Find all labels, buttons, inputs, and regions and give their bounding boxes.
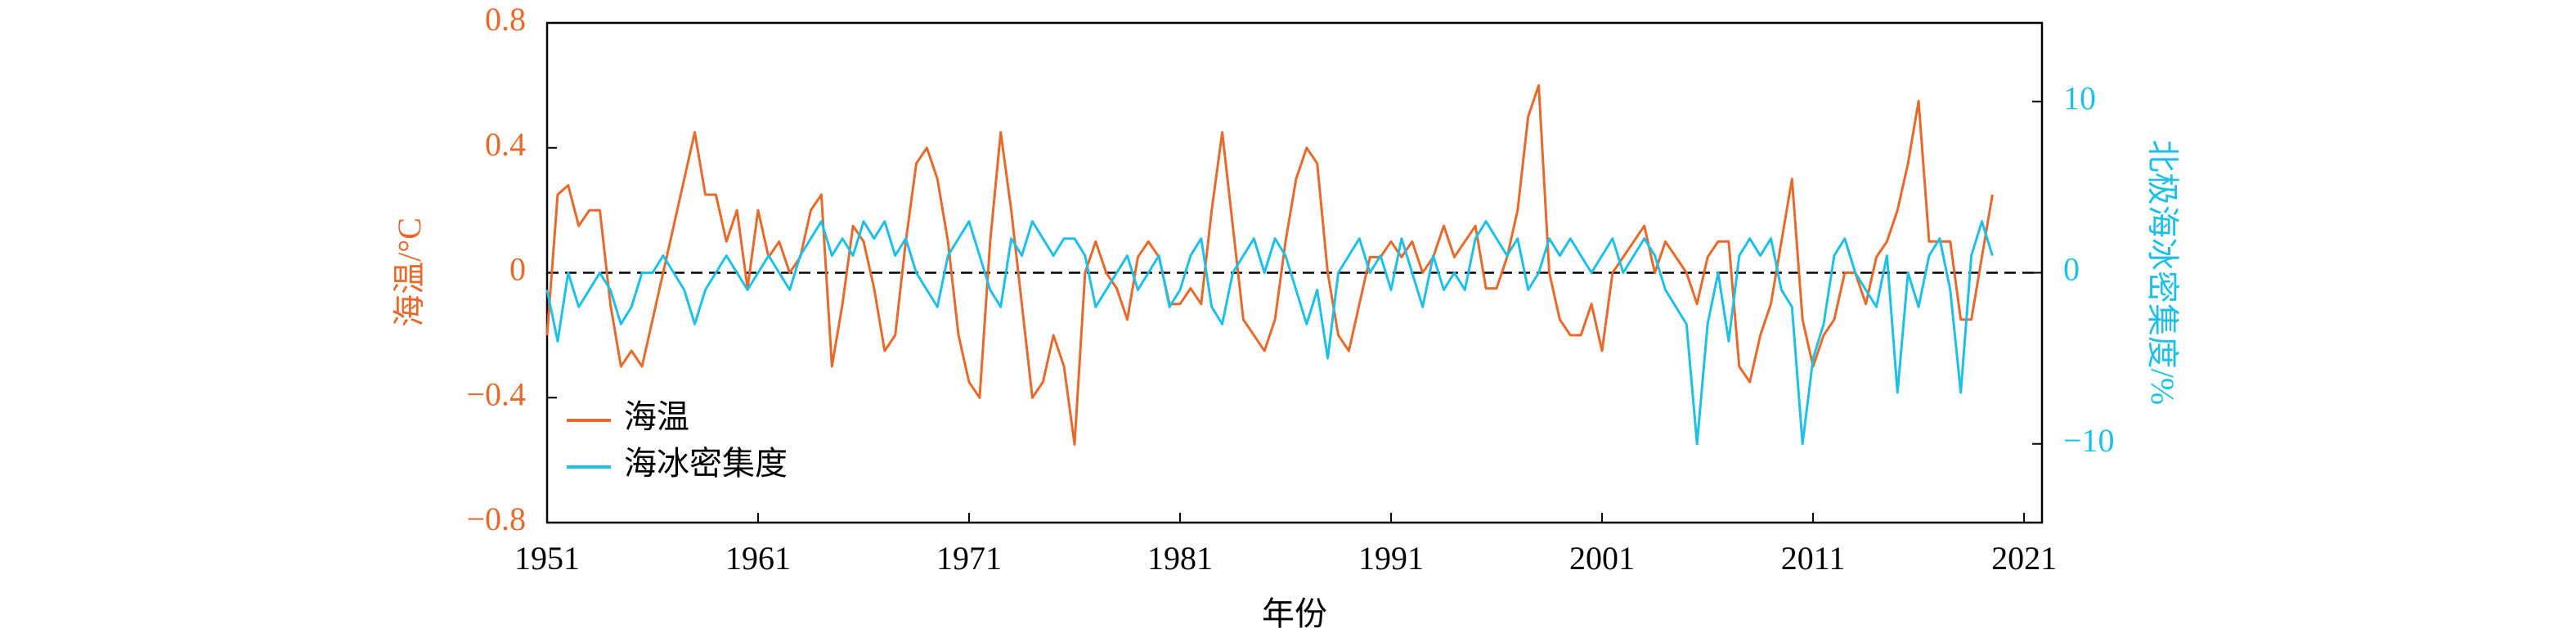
x-tick-label: 2001	[1569, 540, 1635, 577]
y-tick-label: 0.8	[485, 1, 526, 38]
legend-label: 海温	[624, 398, 689, 435]
x-tick-label: 2011	[1781, 540, 1846, 577]
y-tick-label: −0.4	[466, 375, 526, 412]
x-tick-label: 1971	[936, 540, 1002, 577]
series-line	[545, 220, 1994, 446]
y2-axis-label: 北极海冰密集度/%	[2144, 140, 2181, 405]
y-axis-label: 海温/°C	[391, 218, 428, 327]
x-tick-label: 1961	[725, 540, 791, 577]
y2-tick-label: −10	[2063, 422, 2115, 459]
x-tick-label: 1981	[1147, 540, 1213, 577]
y-tick-label: −0.8	[466, 501, 526, 537]
y-tick-label: 0.4	[485, 126, 526, 163]
y2-tick-label: 0	[2063, 251, 2080, 288]
y2-tick-label: 10	[2063, 79, 2096, 116]
legend-label: 海冰密集度	[624, 445, 788, 482]
x-axis-label: 年份	[1262, 595, 1327, 632]
series-line	[545, 83, 1994, 446]
x-tick-label: 1991	[1358, 540, 1424, 577]
y-tick-label: 0	[509, 251, 526, 288]
x-tick-label: 1951	[514, 540, 580, 577]
x-tick-label: 2021	[1991, 540, 2057, 577]
